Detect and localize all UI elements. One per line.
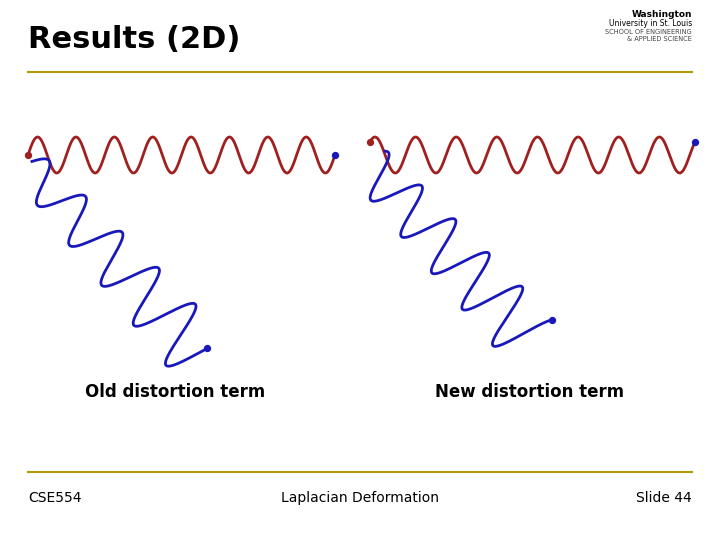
Point (22, 151, 34, 159)
Text: University in St. Louis: University in St. Louis (608, 19, 692, 28)
Text: CSE554: CSE554 (28, 491, 81, 505)
Point (364, 138, 376, 146)
Text: Laplacian Deformation: Laplacian Deformation (281, 491, 439, 505)
Text: & APPLIED SCIENCE: & APPLIED SCIENCE (627, 36, 692, 42)
Text: New distortion term: New distortion term (436, 383, 624, 401)
Point (329, 151, 341, 159)
Point (689, 138, 701, 146)
Text: Results (2D): Results (2D) (28, 25, 240, 55)
Text: Washington: Washington (631, 10, 692, 19)
Point (546, 315, 558, 324)
Text: Old distortion term: Old distortion term (85, 383, 265, 401)
Point (202, 344, 213, 353)
Text: SCHOOL OF ENGINEERING: SCHOOL OF ENGINEERING (606, 29, 692, 35)
Text: Slide 44: Slide 44 (636, 491, 692, 505)
